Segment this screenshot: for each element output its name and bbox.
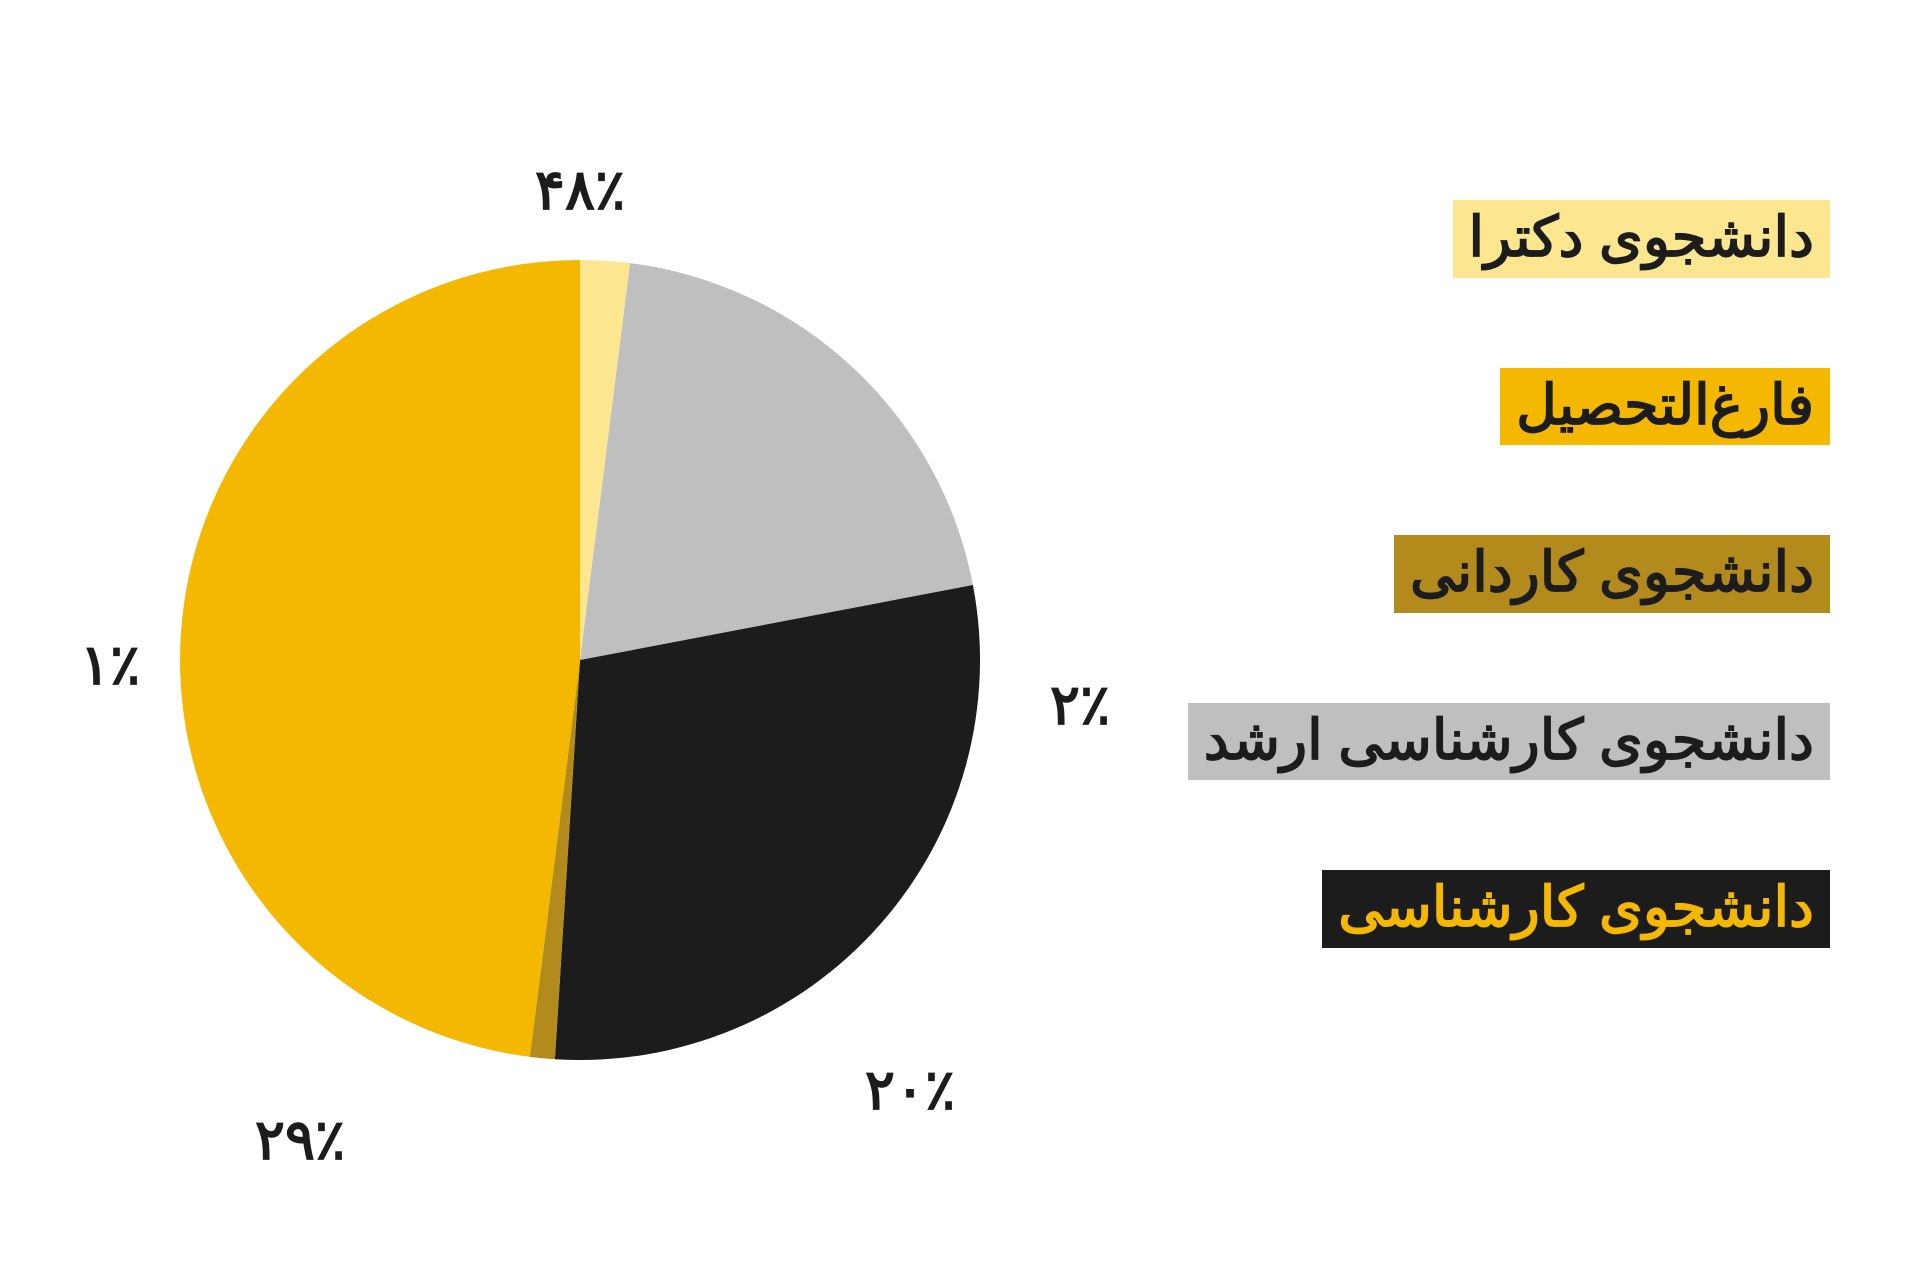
legend-item-doctoral: دانشجوی دکترا bbox=[1453, 200, 1830, 278]
legend-item-associate: دانشجوی کاردانی bbox=[1394, 535, 1830, 613]
legend-item-bachelor: دانشجوی کارشناسی bbox=[1322, 870, 1830, 948]
pie-slice-bachelor bbox=[555, 585, 980, 1060]
pie-label-doctoral: ۲٪ bbox=[1050, 672, 1110, 738]
legend: دانشجوی دکترا فارغ‌التحصیل دانشجوی کاردا… bbox=[1188, 200, 1830, 948]
legend-item-masters: دانشجوی کارشناسی ارشد bbox=[1188, 703, 1830, 781]
pie-label-masters: ۲۰٪ bbox=[865, 1057, 955, 1123]
pie-slice-graduate bbox=[180, 260, 580, 1057]
pie-label-associate: ۱٪ bbox=[80, 632, 140, 698]
chart-stage: ۲٪ ۲۰٪ ۲۹٪ ۱٪ ۴۸٪ دانشجوی دکترا فارغ‌التحصیل… bbox=[0, 0, 1920, 1270]
legend-item-graduate: فارغ‌التحصیل bbox=[1500, 368, 1830, 446]
pie-label-bachelor: ۲۹٪ bbox=[255, 1107, 345, 1173]
pie-chart: ۲٪۲۰٪۲۹٪۱٪۴۸٪ bbox=[80, 80, 1080, 1180]
pie-label-graduate: ۴۸٪ bbox=[535, 157, 625, 223]
